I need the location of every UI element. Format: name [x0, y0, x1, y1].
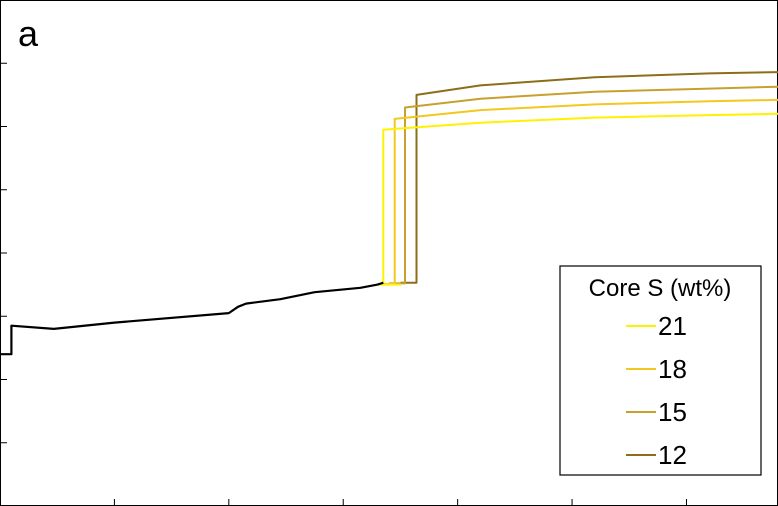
- legend-entry-18: 18: [626, 354, 687, 384]
- legend-entry-12: 12: [626, 440, 687, 470]
- series-lines: [0, 71, 778, 356]
- legend-entry-15: 15: [626, 397, 687, 427]
- series-line-shared: [0, 281, 384, 356]
- legend-label: 12: [658, 440, 687, 470]
- series-line-21: [377, 112, 778, 286]
- legend-box: [559, 265, 762, 476]
- legend-label: 18: [658, 354, 687, 384]
- legend-label: 15: [658, 397, 687, 427]
- series-line-12: [400, 71, 778, 284]
- legend-label: 21: [658, 311, 687, 341]
- legend: Core S (wt%) 21 18 15 12: [559, 265, 762, 476]
- panel-label: a: [18, 13, 39, 54]
- legend-entry-21: 21: [626, 311, 687, 341]
- series-line-15: [389, 85, 778, 285]
- legend-title: Core S (wt%): [589, 275, 732, 302]
- legend-entries: 21 18 15 12: [626, 311, 687, 470]
- axis-ticks: [0, 62, 687, 506]
